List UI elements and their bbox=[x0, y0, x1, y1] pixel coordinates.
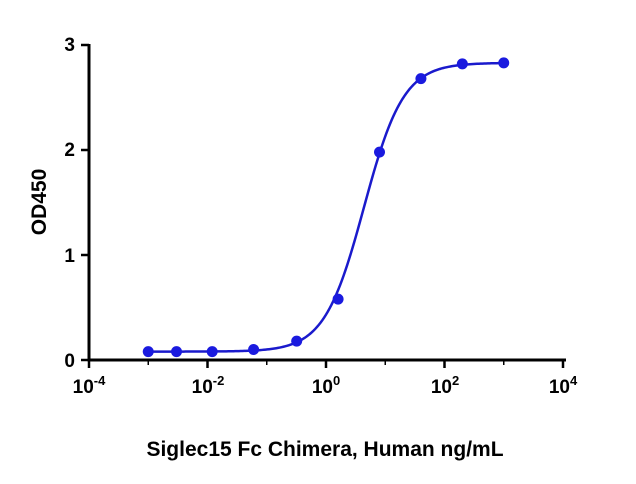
y-axis-title: OD450 bbox=[28, 169, 51, 236]
y-tick-label: 2 bbox=[64, 140, 75, 161]
fit-curve-layer bbox=[148, 61, 504, 353]
data-point bbox=[332, 293, 344, 305]
fit-curve bbox=[148, 61, 504, 353]
x-tick-labels: 10-4 10-2 100 102 104 bbox=[73, 373, 578, 398]
x-axis-title: Siglec15 Fc Chimera, Human ng/mL bbox=[146, 438, 503, 461]
data-point bbox=[415, 73, 427, 85]
data-point bbox=[206, 346, 218, 358]
y-tick-label: 1 bbox=[64, 246, 75, 267]
y-tick-label: 0 bbox=[64, 351, 75, 372]
x-tick-label: 10-4 bbox=[73, 373, 106, 398]
x-tick-label: 100 bbox=[312, 373, 340, 398]
data-point bbox=[142, 346, 154, 358]
data-points-layer bbox=[142, 57, 510, 358]
x-tick-label: 102 bbox=[431, 373, 459, 398]
data-point bbox=[171, 346, 183, 358]
x-tick-label: 10-2 bbox=[192, 373, 225, 398]
y-tick-label: 3 bbox=[64, 35, 75, 56]
y-tick-labels: 0 1 2 3 bbox=[64, 35, 75, 372]
data-point bbox=[498, 57, 510, 69]
x-tick-label: 104 bbox=[549, 373, 578, 398]
data-point bbox=[291, 335, 303, 347]
data-point bbox=[374, 146, 386, 158]
data-point bbox=[248, 344, 260, 355]
data-point bbox=[456, 58, 468, 70]
